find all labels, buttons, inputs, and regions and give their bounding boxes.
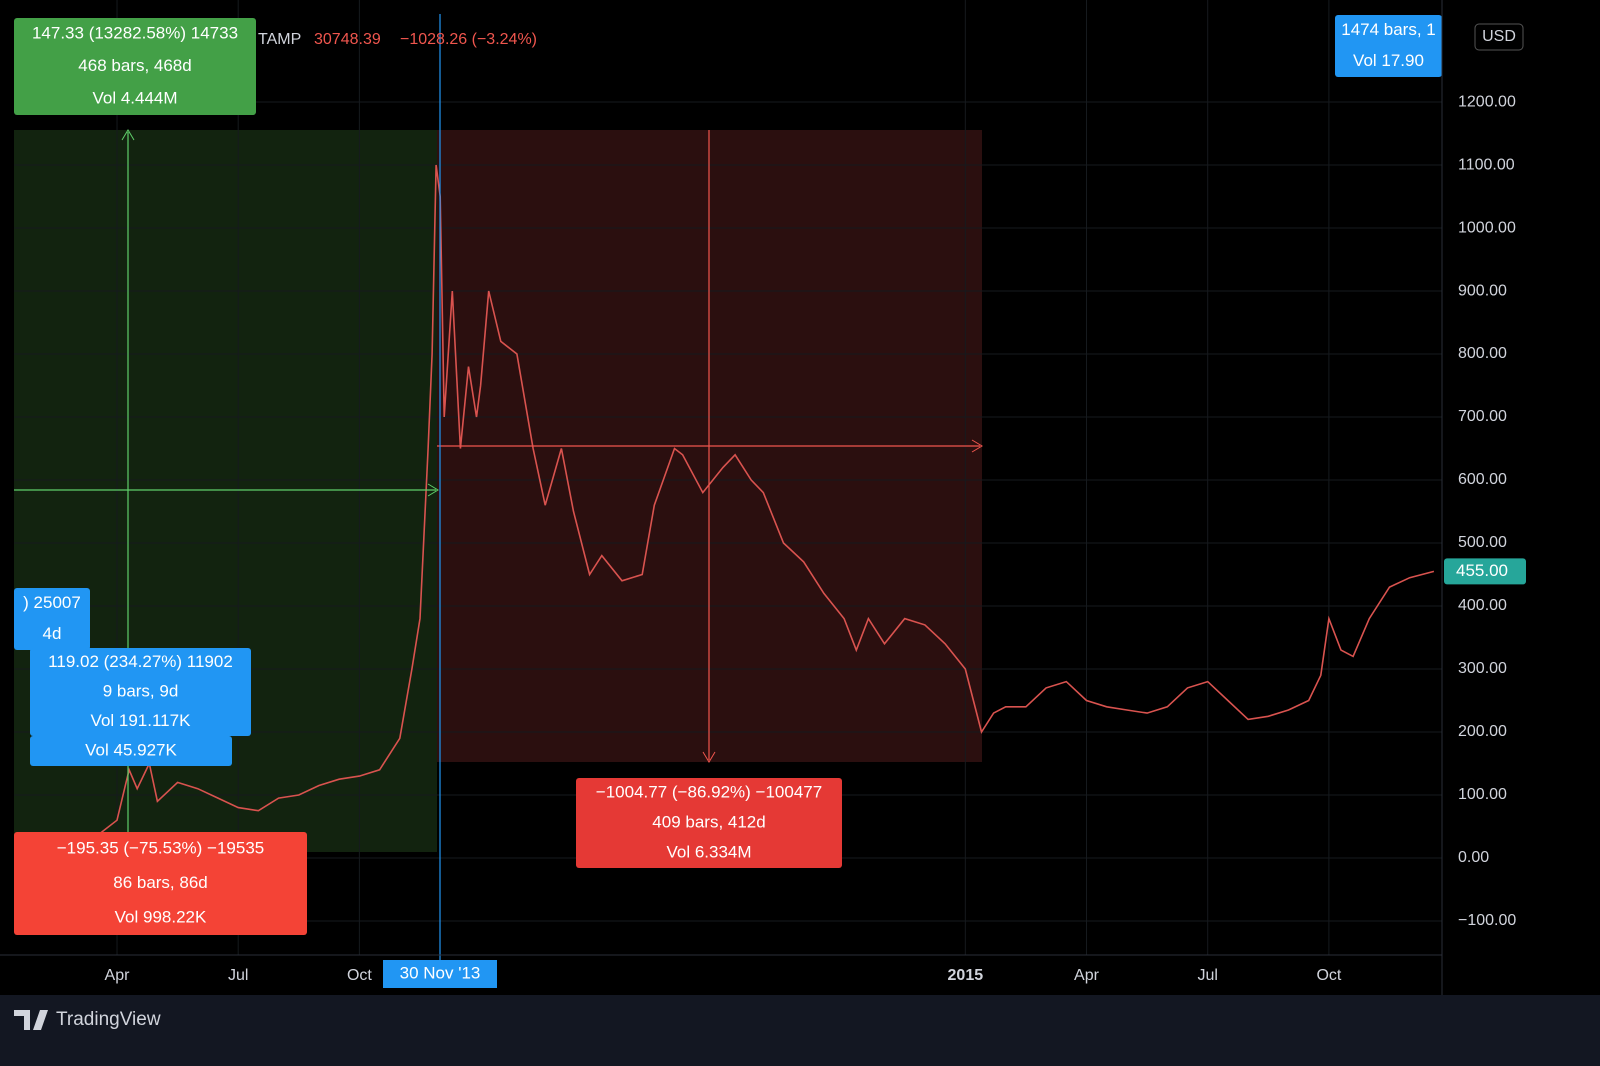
y-tick-label: 900.00 xyxy=(1458,282,1507,299)
measure-text: 1474 bars, 1 xyxy=(1341,20,1436,39)
measure-text: 468 bars, 468d xyxy=(78,56,191,75)
y-tick-label: 0.00 xyxy=(1458,849,1489,866)
y-tick-label: 600.00 xyxy=(1458,471,1507,488)
y-tick-label: 200.00 xyxy=(1458,723,1507,740)
y-tick-label: 100.00 xyxy=(1458,786,1507,803)
price-scale xyxy=(1442,0,1600,995)
y-tick-label: −100.00 xyxy=(1458,912,1516,929)
x-tick-label: Oct xyxy=(347,967,372,984)
y-tick-label: 800.00 xyxy=(1458,345,1507,362)
measure-text: 4d xyxy=(43,624,62,643)
measure-text: Vol 998.22K xyxy=(115,907,207,926)
y-tick-label: 1100.00 xyxy=(1458,156,1515,173)
header-exchange: TAMP xyxy=(258,31,301,48)
plot xyxy=(96,164,1435,837)
currency[interactable]: USD xyxy=(1482,28,1516,45)
arrow-head xyxy=(427,483,439,497)
header-price: 30748.39 xyxy=(314,31,381,48)
y-tick-label: 500.00 xyxy=(1458,534,1507,551)
measure-text: −1004.77 (−86.92%) −100477 xyxy=(596,782,822,801)
arrow-head xyxy=(971,439,983,453)
measure-text: Vol 6.334M xyxy=(666,842,751,861)
measure-text: 147.33 (13282.58%) 14733 xyxy=(32,24,238,43)
arrow-head xyxy=(702,751,716,763)
measure-text: Vol 45.927K xyxy=(85,740,177,759)
y-tick-label: 1200.00 xyxy=(1458,93,1516,110)
x-tick-label: Apr xyxy=(1074,967,1100,984)
y-tick-label: 700.00 xyxy=(1458,408,1507,425)
measure-box xyxy=(30,736,232,766)
measure-box xyxy=(14,832,307,935)
y-tick-label: 400.00 xyxy=(1458,597,1507,614)
arrow-head xyxy=(121,129,135,141)
measure-text: 86 bars, 86d xyxy=(113,873,208,892)
measure-text: 409 bars, 412d xyxy=(652,812,765,831)
x-tick-label: 2015 xyxy=(948,967,984,984)
y-tick-label: 300.00 xyxy=(1458,660,1507,677)
footer xyxy=(0,995,1600,1066)
y-tick-label: 1000.00 xyxy=(1458,219,1516,236)
axes: −100.00 0.00 100.00 200.00 300.00 400.00 500.0… xyxy=(105,93,1526,984)
measure-text: Vol 17.90 xyxy=(1353,51,1424,70)
x-tick-label: Jul xyxy=(1197,967,1217,984)
measure-box xyxy=(14,588,90,650)
currency-box[interactable] xyxy=(1474,23,1524,51)
last-price-label: 455.00 xyxy=(1456,561,1508,580)
logo[interactable] xyxy=(14,1010,48,1030)
measure-text: ) 25007 xyxy=(23,593,81,612)
x-tick-label: Jul xyxy=(228,967,248,984)
measure-box xyxy=(1335,15,1442,77)
last-price-tag xyxy=(1444,558,1526,585)
brand[interactable]: TradingView xyxy=(56,1009,161,1030)
measure-box xyxy=(30,648,251,736)
x-tick-label: Oct xyxy=(1316,967,1341,984)
date-tag-label: 30 Nov '13 xyxy=(400,963,481,982)
x-tick-label: Apr xyxy=(105,967,131,984)
measure-text: 9 bars, 9d xyxy=(103,681,179,700)
measure-text: Vol 191.117K xyxy=(91,711,192,730)
header-change: −1028.26 (−3.24%) xyxy=(400,31,537,48)
measure-text: −195.35 (−75.53%) −19535 xyxy=(57,839,264,858)
date-tag xyxy=(383,960,497,988)
measure-text: Vol 4.444M xyxy=(92,88,177,107)
price-line xyxy=(96,164,1435,837)
measure-box xyxy=(576,778,842,868)
measure-text: 119.02 (234.27%) 11902 xyxy=(48,652,233,671)
measure-box xyxy=(14,18,256,115)
measure-labels: 147.33 (13282.58%) 14733 468 bars, 468d Vo… xyxy=(14,15,1442,935)
